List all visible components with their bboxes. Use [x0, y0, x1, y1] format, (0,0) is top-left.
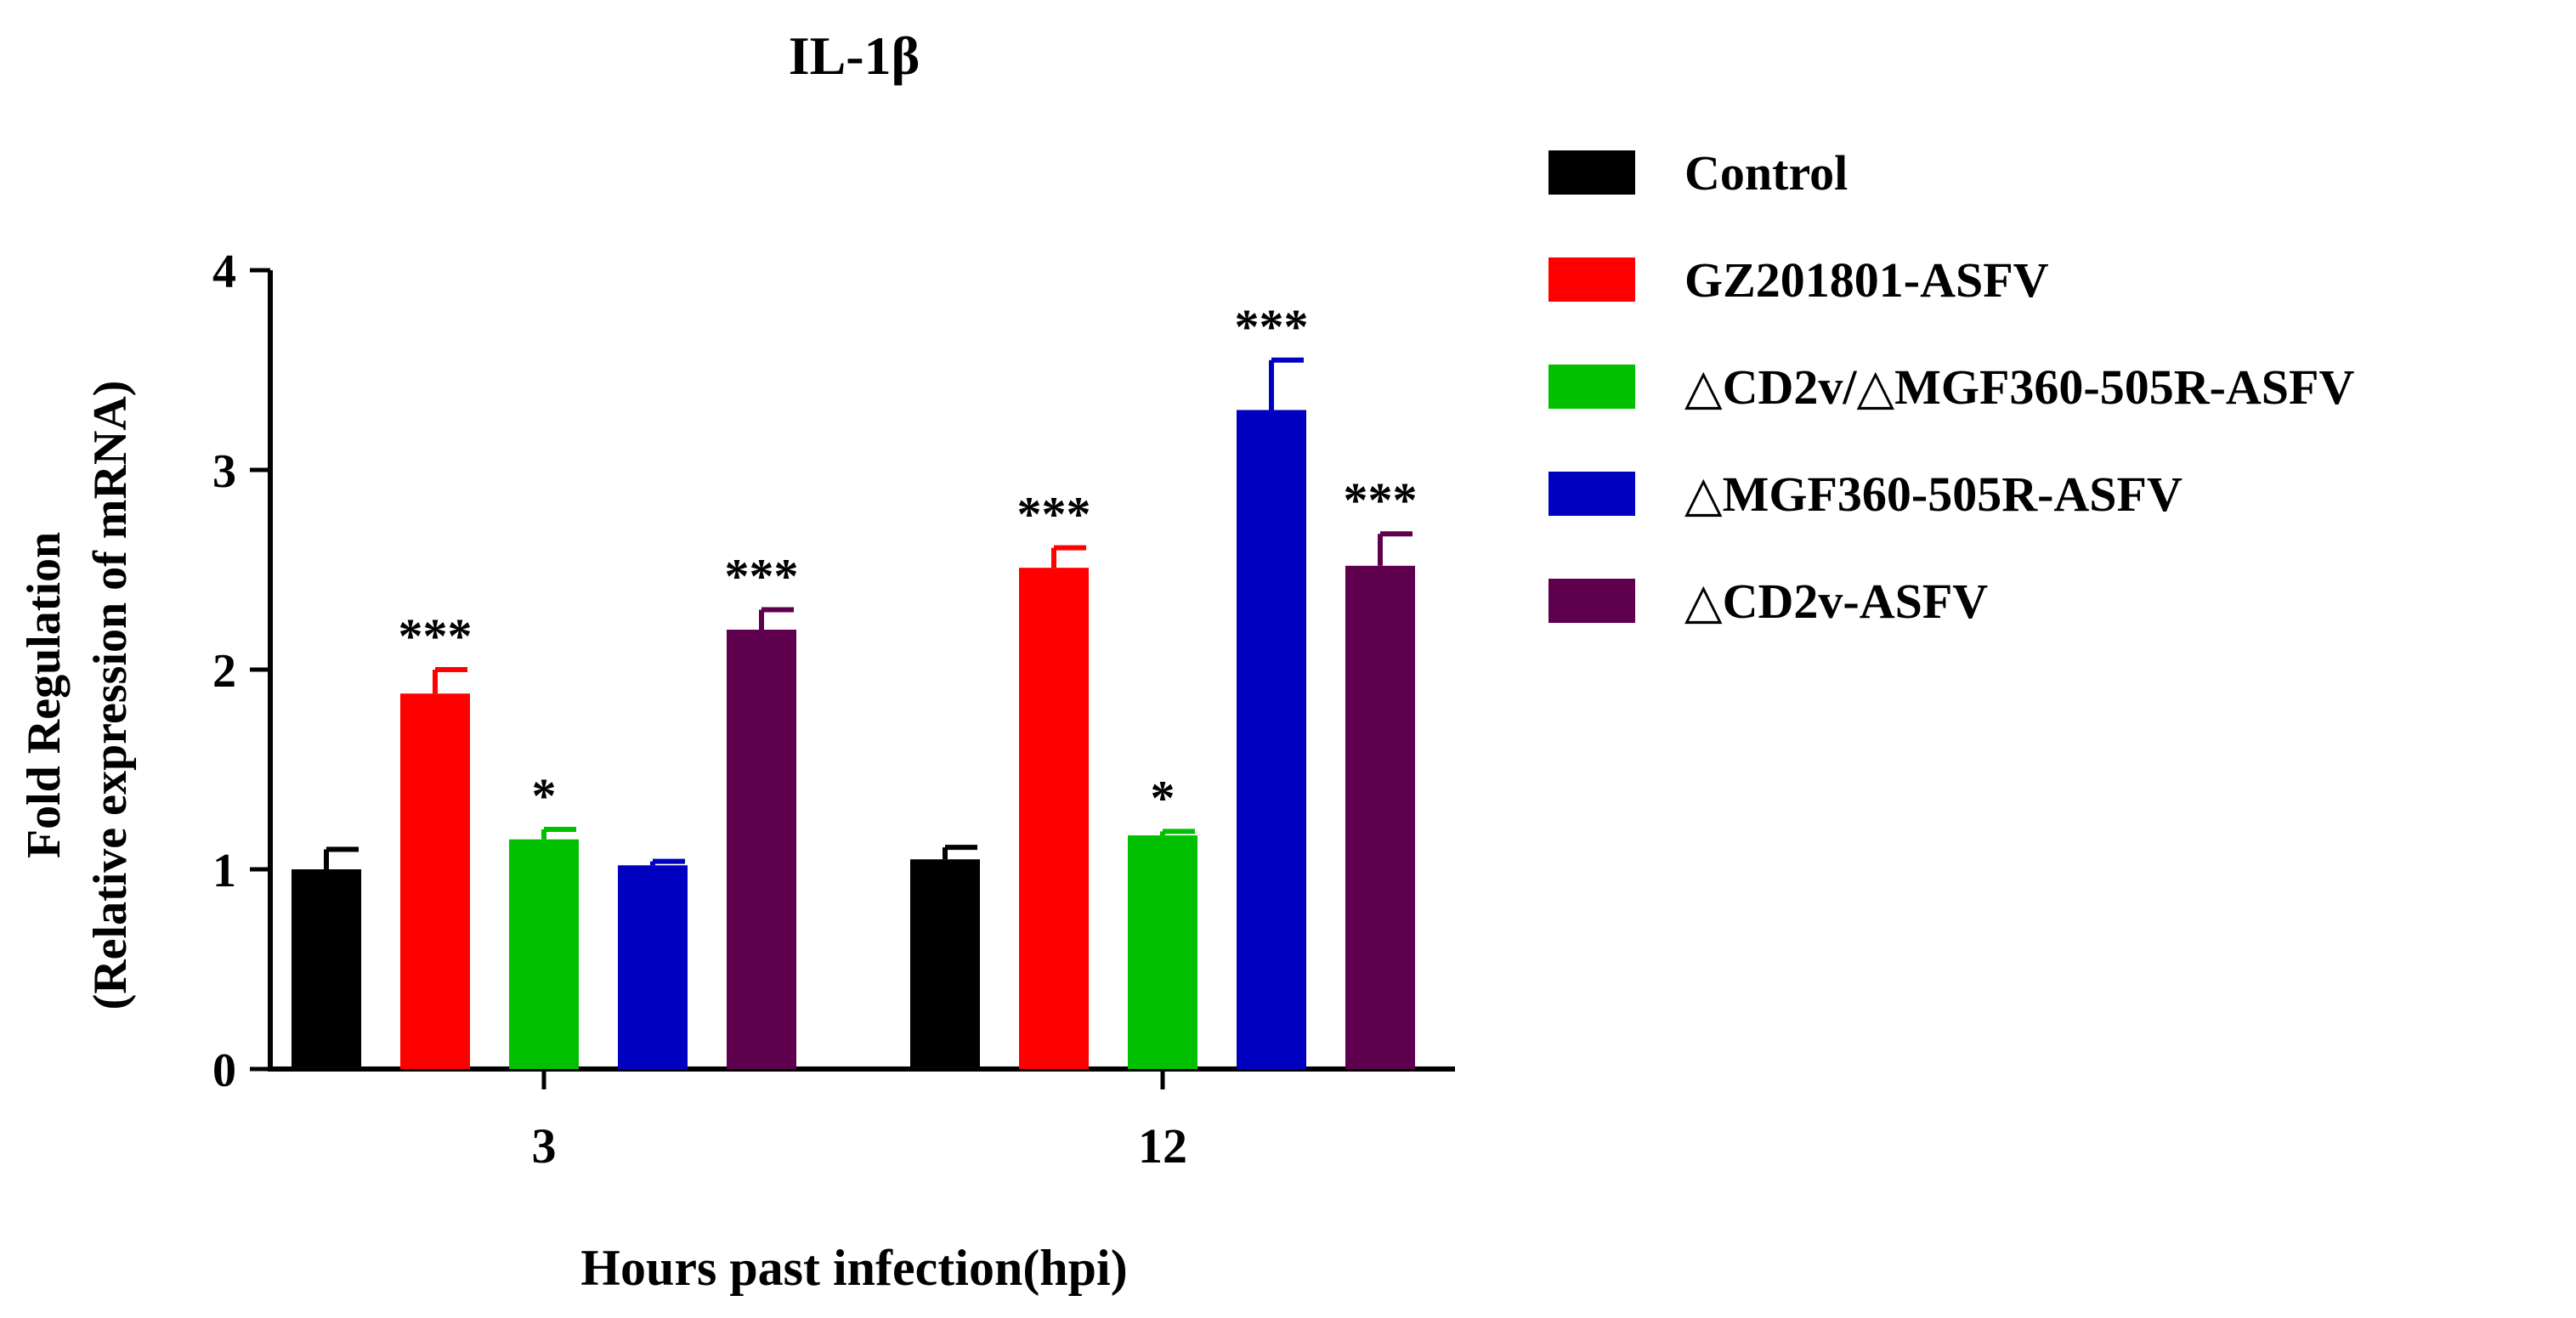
legend-label: △MGF360-505R-ASFV	[1684, 467, 2183, 522]
significance-label: ***	[399, 608, 473, 664]
y-tick-label: 3	[212, 445, 236, 498]
y-axis-label-line1: Fold Regulation	[18, 532, 71, 858]
bar	[1345, 565, 1415, 1069]
legend-label: GZ201801-ASFV	[1684, 252, 2049, 308]
significance-label: ***	[1344, 472, 1418, 528]
bar	[509, 839, 579, 1069]
significance-label: ***	[725, 549, 799, 604]
legend-label: △CD2v-ASFV	[1684, 574, 1988, 629]
bars-group: ******* **********	[292, 299, 1418, 1069]
legend-label: Control	[1684, 145, 1848, 201]
y-axis: 0 1 2 3 4	[212, 246, 273, 1097]
legend-swatch	[1548, 472, 1635, 516]
legend-swatch	[1548, 365, 1635, 409]
bar	[1237, 410, 1306, 1069]
x-axis: 3 12	[268, 1066, 1455, 1174]
legend-swatch	[1548, 579, 1635, 623]
y-tick-label: 2	[212, 645, 236, 698]
significance-label: ***	[1017, 487, 1091, 542]
legend-swatch	[1548, 257, 1635, 302]
chart-title: IL-1β	[789, 25, 920, 86]
bar	[1019, 568, 1089, 1069]
y-tick-label: 1	[212, 845, 236, 897]
legend-swatch	[1548, 150, 1635, 195]
bar	[618, 865, 688, 1069]
y-tick-label: 4	[212, 246, 236, 298]
significance-label: *	[532, 768, 557, 823]
x-axis-label: Hours past infection(hpi)	[580, 1240, 1127, 1296]
bar	[292, 869, 361, 1069]
significance-label: *	[1151, 770, 1175, 825]
y-tick-label: 0	[212, 1044, 236, 1097]
x-tick-label: 12	[1138, 1118, 1187, 1174]
legend-label: △CD2v/△MGF360-505R-ASFV	[1684, 359, 2354, 415]
significance-label: ***	[1235, 299, 1309, 354]
y-axis-label: Fold Regulation (Relative expression of …	[18, 381, 137, 1010]
bar	[910, 859, 980, 1069]
bar	[1128, 835, 1197, 1069]
x-tick-label: 3	[532, 1118, 557, 1174]
legend: Control GZ201801-ASFV △CD2v/△MGF360-505R-A…	[1548, 145, 2354, 629]
bar	[400, 693, 470, 1069]
y-axis-label-line2: (Relative expression of mRNA)	[84, 381, 137, 1010]
bar	[727, 630, 796, 1069]
